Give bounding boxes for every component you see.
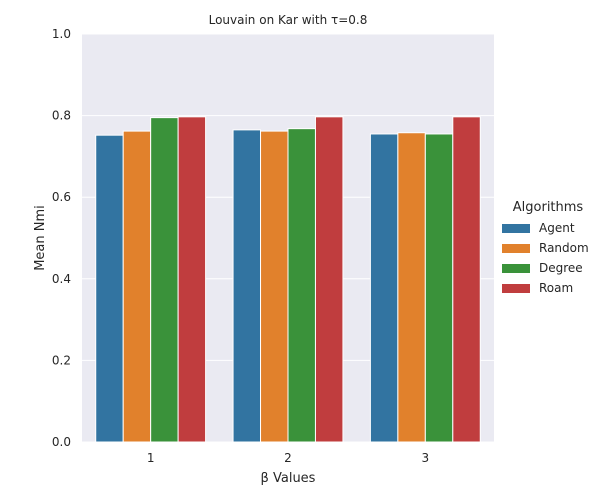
legend-label-roam: Roam — [539, 281, 573, 295]
x-tick-labels: 1 2 3 — [147, 451, 429, 465]
bars — [95, 116, 481, 443]
y-tick-label: 0.8 — [52, 109, 71, 123]
legend-swatch-degree — [502, 264, 530, 273]
bar-roam-3 — [452, 116, 481, 443]
chart-title: Louvain on Kar with τ=0.8 — [209, 13, 368, 27]
legend-title: Algorithms — [513, 200, 584, 215]
legend-label-random: Random — [539, 241, 589, 255]
bar-agent-1 — [95, 134, 124, 443]
legend-swatch-random — [502, 244, 530, 253]
x-tick-label: 2 — [284, 451, 292, 465]
bar-agent-2 — [232, 129, 262, 443]
bar-roam-2 — [314, 116, 344, 443]
y-tick-label: 0.4 — [52, 272, 71, 286]
bar-random-1 — [122, 130, 152, 443]
legend-label-degree: Degree — [539, 261, 583, 275]
y-axis-label: Mean Nmi — [33, 205, 48, 271]
x-tick-label: 1 — [147, 451, 155, 465]
bar-roam-1 — [177, 116, 207, 443]
x-axis-label: β Values — [261, 471, 316, 486]
legend-swatch-roam — [502, 284, 530, 293]
x-tick-label: 3 — [422, 451, 430, 465]
y-tick-label: 0.6 — [52, 190, 71, 204]
bar-agent-3 — [369, 133, 399, 443]
bar-degree-3 — [424, 133, 454, 443]
y-tick-label: 0.2 — [52, 353, 71, 367]
y-tick-label: 1.0 — [52, 27, 71, 41]
bar-random-3 — [397, 132, 426, 443]
legend-label-agent: Agent — [539, 221, 575, 235]
legend-swatch-agent — [502, 224, 530, 233]
bar-degree-1 — [150, 117, 179, 443]
y-tick-label: 0.0 — [52, 435, 71, 449]
bar-random-2 — [260, 130, 289, 443]
y-tick-labels: 0.0 0.2 0.4 0.6 0.8 1.0 — [52, 27, 71, 449]
bar-degree-2 — [287, 128, 316, 443]
legend: Algorithms Agent Random Degree Roam — [502, 200, 589, 295]
